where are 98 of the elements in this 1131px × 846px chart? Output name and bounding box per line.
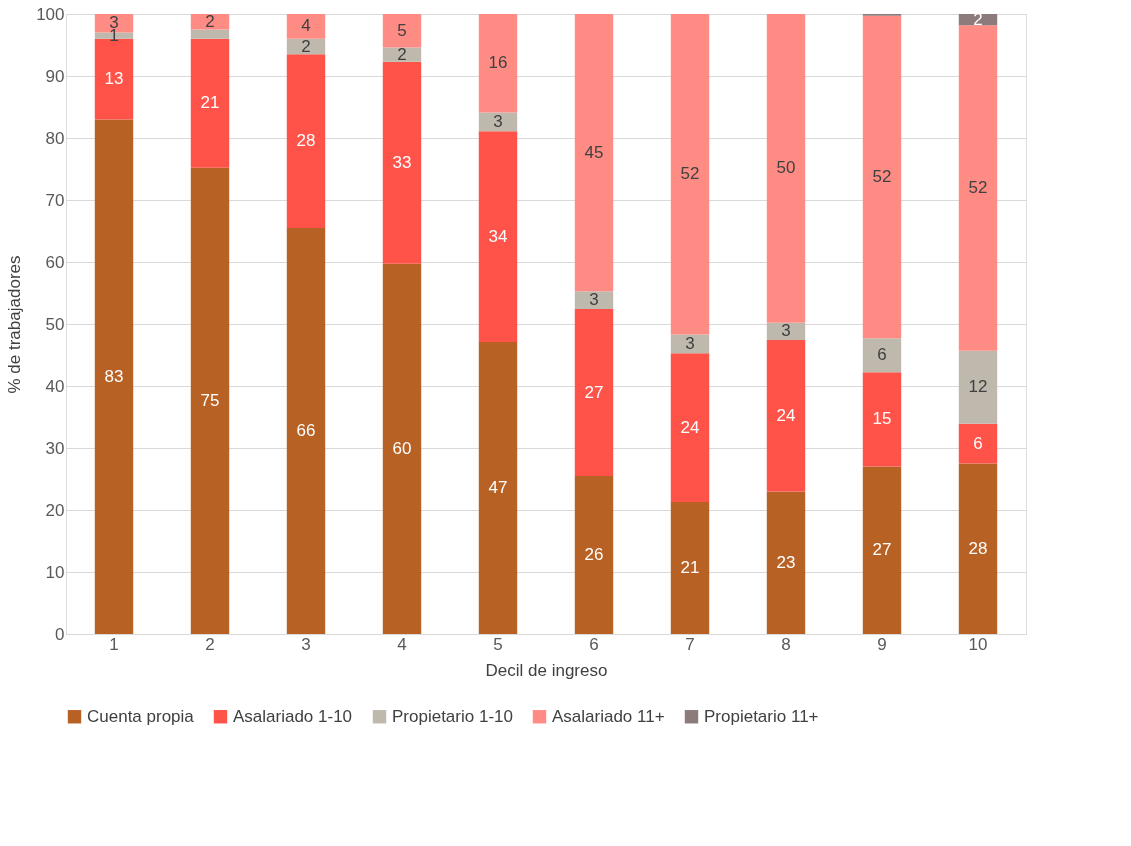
data-label: 33	[392, 152, 412, 172]
data-label: 23	[776, 552, 796, 572]
data-label: 28	[968, 538, 988, 558]
bar	[286, 227, 326, 634]
bar	[478, 131, 518, 342]
y-tick-label: 20	[45, 500, 65, 520]
bar	[670, 501, 710, 634]
data-label: 3	[589, 290, 599, 310]
y-tick-label: 10	[45, 562, 65, 582]
data-label: 24	[776, 405, 796, 425]
data-label: 21	[200, 93, 220, 113]
data-label: 3	[493, 111, 503, 131]
x-tick-label: 5	[493, 634, 503, 654]
bar	[958, 350, 998, 424]
data-label: 60	[392, 438, 412, 458]
y-tick-label: 90	[45, 66, 65, 86]
bar	[382, 47, 422, 62]
data-label: 52	[872, 167, 892, 187]
data-label: 28	[296, 131, 316, 151]
bar	[958, 25, 998, 351]
x-tick-label: 6	[589, 634, 599, 654]
data-label: 66	[296, 420, 316, 440]
bar	[574, 14, 614, 292]
y-tick-label: 80	[45, 128, 65, 148]
x-tick-label: 4	[397, 634, 407, 654]
bar	[862, 338, 902, 373]
data-label: 50	[776, 158, 796, 178]
bar	[382, 263, 422, 634]
data-label: 3	[781, 321, 791, 341]
bar	[478, 14, 518, 113]
legend-label: Propietario 11+	[704, 706, 819, 726]
bar	[862, 372, 902, 467]
data-label: 27	[872, 540, 892, 560]
data-label: 16	[488, 53, 508, 73]
y-tick-label: 40	[45, 376, 65, 396]
data-label: 52	[968, 177, 988, 197]
data-label: 12	[968, 377, 988, 397]
bar	[766, 491, 806, 634]
bar	[286, 14, 326, 39]
data-label: 15	[872, 409, 892, 429]
bar	[190, 38, 230, 168]
legend-label: Propietario 1-10	[392, 706, 513, 726]
y-axis-title: % de trabajadores	[5, 255, 25, 394]
bar	[478, 341, 518, 634]
data-label: 13	[104, 69, 124, 89]
bar	[190, 167, 230, 634]
x-tick-label: 2	[205, 634, 215, 654]
x-axis-title: Decil de ingreso	[485, 660, 608, 680]
y-tick-label: 30	[45, 438, 65, 458]
data-label: 26	[584, 544, 604, 564]
bar	[190, 14, 230, 30]
bar	[670, 353, 710, 502]
data-label: 21	[680, 557, 700, 577]
legend-label: Asalariado 1-10	[233, 706, 353, 726]
bar	[382, 61, 422, 264]
bar	[382, 14, 422, 48]
data-label: 34	[488, 226, 508, 246]
data-label: 6	[877, 345, 887, 365]
bar	[94, 119, 134, 634]
data-label: 6	[973, 433, 983, 453]
y-tick-label: 70	[45, 190, 65, 210]
bar	[958, 463, 998, 634]
data-label: 27	[584, 382, 604, 402]
bar	[574, 309, 614, 476]
x-tick-label: 3	[301, 634, 311, 654]
y-tick-label: 60	[45, 252, 65, 272]
data-label: 3	[685, 333, 695, 353]
bar	[862, 466, 902, 634]
data-label: 4	[301, 16, 311, 36]
bar	[286, 54, 326, 228]
data-label: 2	[205, 11, 215, 31]
data-label: 52	[680, 164, 700, 184]
legend-label: Cuenta propia	[87, 706, 195, 726]
bar	[766, 14, 806, 323]
x-tick-label: 9	[877, 634, 887, 654]
bar	[862, 15, 902, 339]
data-label: 75	[200, 390, 220, 410]
x-tick-label: 8	[781, 634, 791, 654]
bar	[190, 29, 230, 39]
x-tick-label: 7	[685, 634, 695, 654]
data-label: 24	[680, 417, 700, 437]
data-label: 2	[397, 44, 407, 64]
x-tick-label: 1	[109, 634, 119, 654]
x-tick-label: 10	[968, 634, 988, 654]
bar	[574, 475, 614, 634]
data-label: 47	[488, 477, 508, 497]
legend-label: Asalariado 11+	[552, 706, 665, 726]
data-label: 5	[397, 20, 407, 40]
bar	[670, 14, 710, 335]
y-tick-label: 0	[55, 624, 65, 644]
y-tick-label: 50	[45, 314, 65, 334]
data-label: 83	[104, 366, 124, 386]
bar	[766, 340, 806, 492]
y-tick-label: 100	[36, 4, 65, 24]
data-label: 2	[301, 36, 311, 56]
bar	[958, 423, 998, 464]
data-label: 45	[584, 142, 604, 162]
bar	[574, 291, 614, 310]
